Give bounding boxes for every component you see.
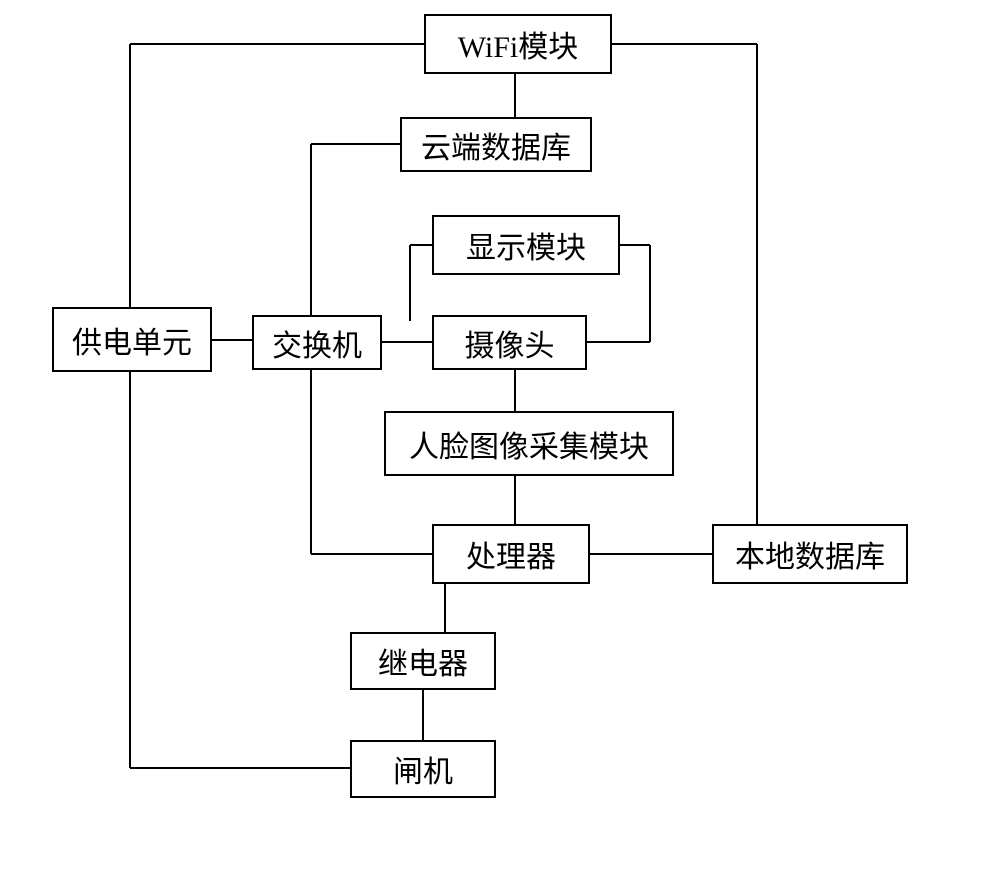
node-switch: 交换机 [252,315,382,370]
node-label: 摄像头 [465,321,555,365]
node-gate: 闸机 [350,740,496,798]
node-face: 人脸图像采集模块 [384,411,674,476]
block-diagram: WiFi模块云端数据库显示模块摄像头 交换机 供电单元人脸图像采集模块处理器 本地数据… [0,0,1000,879]
node-wifi: WiFi模块 [424,14,612,74]
node-processor: 处理器 [432,524,590,584]
node-label: 云端数据库 [421,123,571,167]
node-camera: 摄像头 [432,315,587,370]
node-cloud: 云端数据库 [400,117,592,172]
node-label: 供电单元 [72,318,192,362]
node-label: 闸机 [393,747,453,791]
node-label: 本地数据库 [735,532,885,576]
node-localdb: 本地数据库 [712,524,908,584]
node-label: 继电器 [378,639,468,683]
node-label: 显示模块 [466,223,586,267]
node-label: 人脸图像采集模块 [409,422,649,466]
node-display: 显示模块 [432,215,620,275]
node-label: 处理器 [466,532,556,576]
node-power: 供电单元 [52,307,212,372]
node-label: WiFi模块 [458,22,578,66]
node-relay: 继电器 [350,632,496,690]
node-label: 交换机 [272,321,362,365]
